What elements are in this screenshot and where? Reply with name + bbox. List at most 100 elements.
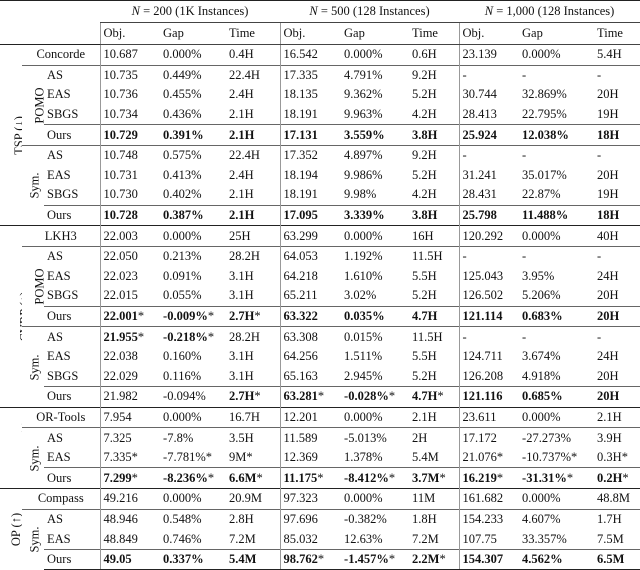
method-name: Ours — [44, 467, 101, 489]
value-cell: 3.674% — [522, 349, 561, 364]
value-cell: 2.1H — [229, 187, 254, 202]
method-name: EAS — [47, 167, 71, 182]
value-cell: 0.4H — [226, 44, 281, 66]
method-row: Ours 7.299* -8.236%* 6.6M* 11.175* -8.412%* 3.… — [0, 467, 640, 489]
value-cell: -1.457%* — [341, 548, 410, 570]
value-cell: 18H — [594, 204, 640, 226]
method-name: SBGS — [47, 187, 79, 202]
method-name: Ours — [44, 548, 101, 570]
value-cell: 11.589 — [279, 427, 342, 448]
method-row: EAS 7.335* -7.781%* 9M* 12.369 1.378% 5.4M 21.0… — [0, 447, 640, 468]
value-cell: 1.192% — [341, 245, 410, 267]
value-cell: 10.729 — [99, 124, 161, 146]
value-cell: -0.382% — [341, 508, 410, 530]
value-cell: 0.160% — [163, 349, 202, 364]
value-cell: 16.219* — [458, 467, 520, 489]
baseline-row: TSP (↓) Concorde 10.687 0.000% 0.4H 16.542 0.0… — [0, 43, 640, 226]
value-cell: 121.116 — [458, 386, 520, 408]
column-header: Obj. — [99, 22, 161, 45]
value-cell: 4.562% — [519, 548, 595, 570]
value-cell: 25.924 — [458, 124, 520, 146]
value-cell: 3.02% — [344, 288, 377, 303]
value-cell: 23.139 — [458, 44, 520, 66]
value-cell: 12.201 — [279, 406, 342, 428]
value-cell: 3.559% — [341, 124, 410, 146]
value-cell: 5.4M — [226, 548, 281, 570]
value-cell: 22.023 — [99, 266, 161, 287]
method-name: Ours — [44, 124, 101, 146]
value-cell: 22.4H — [226, 64, 281, 86]
value-cell: 9M* — [229, 450, 253, 465]
value-cell: 48.946 — [99, 508, 161, 530]
value-cell: 4.791% — [341, 64, 410, 86]
value-cell: 64.256 — [279, 346, 342, 367]
value-cell: 22.003 — [99, 225, 161, 247]
column-group: N = 1,000 (128 Instances) — [459, 0, 640, 23]
value-cell: 7.2M — [412, 531, 439, 546]
baseline-row: OP (↑) Compass 49.216 0.000% 20.9M 97.323 0.00… — [0, 488, 640, 570]
method-row: Ours 10.729 0.391% 2.1H 17.131 3.559% 3.8H 25.9… — [0, 124, 640, 146]
value-cell: 4.2H — [412, 107, 437, 122]
value-cell: 63.299 — [279, 225, 342, 247]
value-cell: 35.017% — [522, 167, 567, 182]
value-cell: 64.053 — [279, 245, 342, 267]
value-cell: 5.4H — [594, 44, 640, 66]
value-cell: 7.954 — [99, 406, 161, 428]
value-cell: 85.032 — [279, 529, 342, 550]
value-cell: -8.236%* — [160, 467, 227, 489]
value-cell: 28.413 — [458, 104, 520, 125]
value-cell: 154.233 — [458, 508, 520, 530]
value-cell: 98.762* — [279, 548, 342, 570]
value-cell: 3.5H — [226, 427, 281, 448]
value-cell: 0.055% — [163, 288, 202, 303]
value-cell: 7.5M — [597, 531, 624, 546]
value-cell: - — [594, 64, 640, 86]
value-cell: 6.6M* — [226, 467, 281, 489]
value-cell: 125.043 — [458, 266, 520, 287]
value-cell: 16H — [409, 225, 460, 247]
value-cell: 17.095 — [279, 204, 342, 226]
value-cell: 9.2H — [409, 144, 460, 166]
value-cell: - — [458, 144, 520, 166]
value-cell: 22.4H — [226, 144, 281, 166]
value-cell: 18.191 — [279, 185, 342, 206]
value-cell: 12.63% — [344, 531, 383, 546]
value-cell: 40H — [594, 225, 640, 247]
value-cell: 16.542 — [279, 44, 342, 66]
value-cell: 21.982 — [99, 386, 161, 408]
value-cell: 0.548% — [160, 508, 227, 530]
value-cell: - — [594, 326, 640, 347]
method-name: LKH3 — [22, 225, 101, 247]
method-name: Ours — [44, 386, 101, 408]
value-cell: 5.2H — [412, 87, 437, 102]
value-cell: 18.191 — [279, 104, 342, 125]
value-cell: 3.1H — [229, 349, 254, 364]
value-cell: 0.015% — [341, 326, 410, 347]
value-cell: - — [519, 326, 595, 347]
value-cell: 9.986% — [344, 167, 383, 182]
method-row: EAS 10.731 0.413% 2.4H 18.194 9.986% 5.2H 31.24… — [0, 165, 640, 186]
method-name: EAS — [47, 268, 71, 283]
value-cell: 0.436% — [163, 107, 202, 122]
value-cell: 0.000% — [160, 225, 227, 247]
value-cell: 0.337% — [160, 548, 227, 570]
value-cell: -0.028%* — [341, 386, 410, 408]
method-row: Ours 22.001* -0.009%* 2.7H* 63.322 0.035% 4.7H… — [0, 305, 640, 327]
value-cell: 65.163 — [279, 366, 342, 387]
header-row: Obj. Gap Time Obj. Gap Time Obj. Gap Time — [0, 22, 640, 45]
problem-label: OP (↑) — [0, 488, 22, 570]
value-cell: 18H — [594, 124, 640, 146]
problem-label: CVRP (↓) — [0, 225, 22, 408]
method-name: Ours — [44, 204, 101, 226]
value-cell: 10.728 — [99, 204, 161, 226]
value-cell: 3.8H — [409, 124, 460, 146]
method-name: Concorde — [22, 44, 101, 66]
value-cell: 0.000% — [519, 406, 595, 428]
value-cell: 63.308 — [279, 326, 342, 347]
value-cell: 2.945% — [344, 368, 383, 383]
group-label: POMO — [22, 245, 44, 327]
value-cell: 0.391% — [160, 124, 227, 146]
value-cell: -0.009%* — [160, 305, 227, 327]
value-cell: -8.412%* — [341, 467, 410, 489]
value-cell: 126.502 — [458, 286, 520, 307]
